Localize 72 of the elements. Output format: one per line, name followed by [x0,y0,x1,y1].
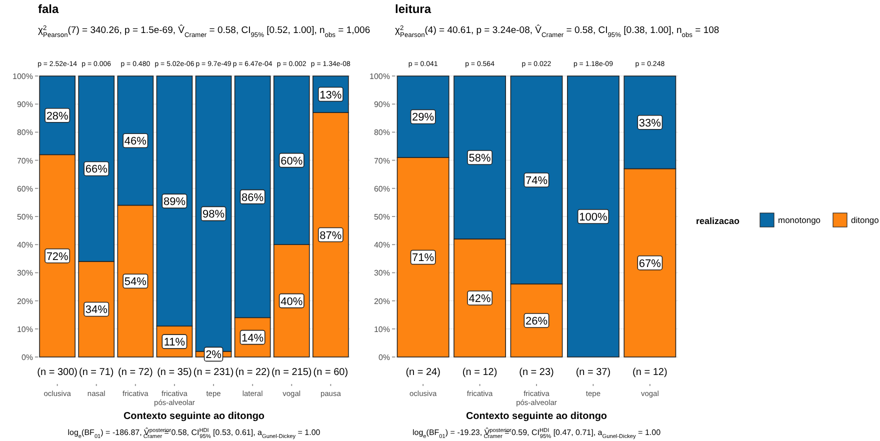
data-label: 74% [525,174,548,187]
text: (n = 71) [79,367,114,378]
y-tick-label: 40% [374,240,390,250]
y-tick-label: 100% [370,72,390,81]
y-tick-label: 0% [21,353,33,362]
data-label: 33% [638,117,662,130]
data-label: 86% [242,192,264,204]
legend-label: ditongo [851,215,880,225]
y-tick-label: 20% [374,296,390,306]
data-label: 14% [242,332,264,344]
data-label: 54% [124,276,147,288]
text: (n = 215) [271,367,312,378]
data-label: 34% [85,304,108,316]
data-label: 46% [124,136,147,148]
data-label: 72% [46,250,69,263]
text: χ$^{2}$$_{Pearson}$(7) = 340.26, p = 1.5e-69, V̂$_{Cramer}$ = 0.58, CI$_{95%}$ [0.52, 1.00], n$_{obs}$ = 1,006 [38,24,370,38]
data-label: 89% [163,196,186,208]
text: (n = 37) [576,367,611,378]
text: (n = 300) [37,367,78,378]
text: (n = 60) [313,367,348,378]
text: (n = 22) [235,367,270,378]
text: (n = 12) [632,367,668,378]
data-label: 29% [412,112,434,124]
text: (n = 72) [118,367,153,378]
y-tick-label: 50% [16,212,33,222]
data-label: 2% [206,349,222,362]
data-label: 100% [579,212,608,224]
y-tick-label: 10% [16,324,33,334]
x-axis-title: Contexto seguinte ao ditongo [123,411,265,422]
text: log$_{e}$(BF$_{01}$) = -19.23, V̂$^{posterior}$$_{Cramer}$ = 0.59, CI$^{HDI}$$_{95%}$ [0.47, 0.71], a$_{Gunel-Dickey}$ = 1.00 [412,428,661,440]
text: (n = 12) [462,367,498,378]
text: χ$^{2}$$_{Pearson}$(4) = 40.61, p = 3.24e-08, V̂$_{Cramer}$ = 0.58, CI$_{95%}$ [0.38, 1.00], n$_{obs}$ = 108 [395,24,720,38]
data-label: 28% [46,110,69,122]
x-axis-title: Contexto seguinte ao ditongo [466,411,608,422]
y-tick-label: 70% [16,156,33,166]
legend-title: realizacao [696,216,740,226]
y-tick-label: 60% [374,184,390,194]
y-tick-label: 80% [374,128,390,138]
y-tick-label: 0% [378,353,390,362]
data-label: 98% [202,208,225,221]
data-label: 87% [320,230,342,242]
y-tick-label: 30% [16,268,33,278]
chart-title: fala [38,2,60,16]
y-tick-label: 30% [374,268,390,278]
data-label: 26% [525,315,548,328]
text: (n = 24) [406,367,440,378]
text: (n = 231) [193,367,234,378]
y-tick-label: 90% [374,100,390,110]
data-label: 60% [280,155,303,168]
y-tick-label: 60% [16,184,33,194]
data-label: 58% [468,152,492,164]
y-tick-label: 20% [16,296,33,306]
data-label: 71% [412,252,434,264]
text: (n = 35) [157,367,192,378]
data-label: 11% [164,336,186,349]
data-label: 66% [85,164,108,176]
y-tick-label: 90% [16,100,33,110]
data-label: 67% [638,258,662,270]
data-label: 13% [320,89,342,102]
y-tick-label: 70% [374,156,390,166]
data-label: 42% [468,292,492,305]
y-tick-label: 40% [16,240,33,250]
y-tick-label: 10% [374,324,390,334]
text: (n = 23) [519,367,554,378]
data-label: 40% [280,296,303,308]
y-tick-label: 50% [374,212,390,222]
bar [567,76,620,358]
y-tick-label: 100% [12,72,33,81]
legend-label: monotongo [778,215,821,225]
y-tick-label: 80% [16,128,33,138]
chart-title: leitura [395,2,432,16]
text: log$_{e}$(BF$_{01}$) = -186.87, V̂$^{posterior}$$_{Cramer}$ = 0.58, CI$^{HDI}$$_{95%}$ [0.53, 0.61], a$_{Gunel-Dickey}$ = 1.00 [68,428,320,440]
